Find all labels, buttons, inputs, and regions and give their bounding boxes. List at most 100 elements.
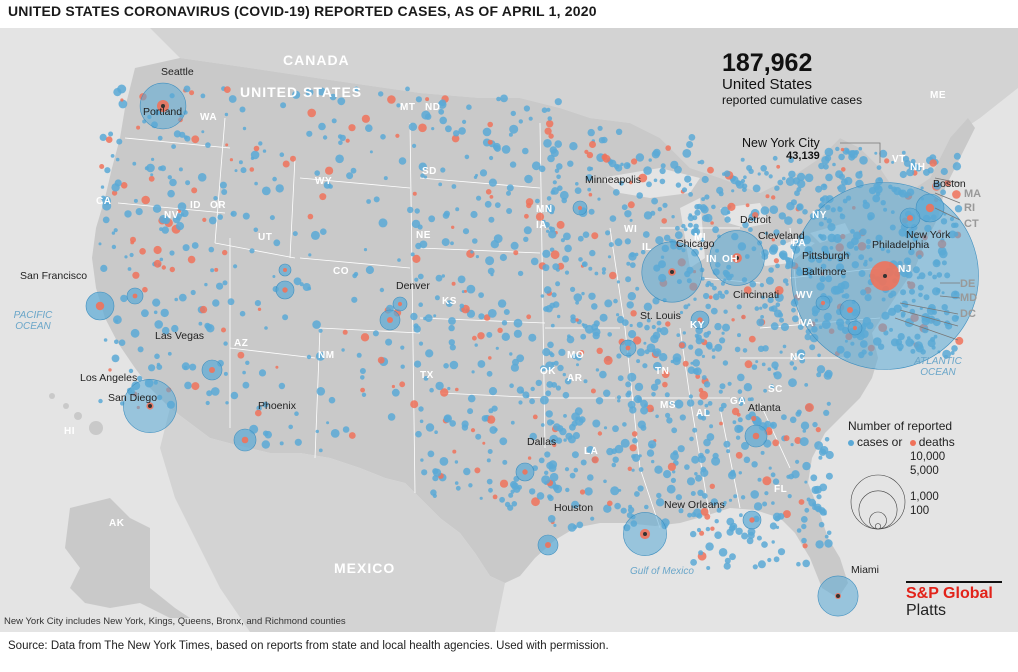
case-dot <box>454 460 459 464</box>
case-dot <box>737 333 741 338</box>
case-dot <box>682 149 692 158</box>
case-dot <box>549 434 559 444</box>
case-dot <box>697 399 704 406</box>
death-dot <box>499 479 509 488</box>
case-dot <box>757 477 762 482</box>
case-dot <box>703 331 710 338</box>
city-deaths-bubble <box>522 469 528 475</box>
case-dot <box>682 331 686 335</box>
case-dot <box>694 472 698 476</box>
case-dot <box>227 298 235 306</box>
case-dot <box>589 249 596 257</box>
case-dot <box>414 208 420 214</box>
case-dot <box>137 346 144 353</box>
death-dot <box>678 342 685 349</box>
death-dot <box>470 428 476 433</box>
case-dot <box>308 253 312 257</box>
case-dot <box>385 338 393 346</box>
case-dot <box>369 150 373 154</box>
death-dot <box>609 271 617 280</box>
city-los-angeles: Los Angeles <box>80 372 138 384</box>
death-dot <box>579 350 585 355</box>
city-boston: Boston <box>933 178 966 190</box>
case-dot <box>662 202 668 208</box>
case-dot <box>738 471 742 475</box>
case-dot <box>929 154 937 161</box>
case-dot <box>906 168 915 177</box>
case-dot <box>398 157 407 165</box>
case-dot <box>732 420 737 425</box>
state-ut: UT <box>258 232 273 243</box>
case-dot <box>230 210 237 217</box>
case-dot <box>458 127 466 135</box>
death-dot <box>662 381 668 388</box>
legend-title: Number of reported <box>848 419 953 433</box>
case-dot <box>100 185 105 189</box>
death-dot <box>804 403 814 412</box>
death-dot <box>202 217 207 222</box>
case-dot <box>614 238 623 247</box>
case-dot <box>625 381 632 388</box>
case-dot <box>647 440 657 449</box>
case-dot <box>601 267 607 272</box>
city-dallas: Dallas <box>527 436 557 448</box>
case-dot <box>719 383 726 390</box>
case-dot <box>522 147 529 155</box>
case-dot <box>733 494 738 499</box>
case-dot <box>171 324 179 333</box>
case-dot <box>785 282 789 286</box>
case-dot <box>686 477 696 486</box>
death-dot <box>527 456 532 460</box>
city-deaths-bubble <box>397 301 403 307</box>
city-deaths-bubble <box>907 215 913 221</box>
case-dot <box>322 135 328 140</box>
case-dot <box>546 196 552 201</box>
leader-lines <box>840 142 961 341</box>
case-dot <box>556 174 561 180</box>
case-dot <box>608 242 614 248</box>
case-dot <box>640 424 647 431</box>
case-dot <box>522 391 530 399</box>
case-dot <box>788 378 797 388</box>
case-dot <box>261 186 271 196</box>
case-dot <box>812 421 818 428</box>
death-dot <box>840 147 845 152</box>
case-dot <box>427 450 435 458</box>
case-dot <box>412 143 417 148</box>
case-dot <box>670 160 679 169</box>
case-dot <box>612 189 620 196</box>
case-dot <box>499 437 508 446</box>
case-dot <box>694 333 700 338</box>
case-dot <box>643 211 653 220</box>
case-dot <box>190 289 196 296</box>
case-dot <box>575 182 579 186</box>
case-dot <box>612 425 619 433</box>
state-nj: NJ <box>898 264 912 275</box>
case-dot <box>588 292 596 300</box>
case-dot <box>239 310 246 317</box>
case-dot <box>578 257 583 262</box>
case-dot <box>253 227 259 233</box>
case-dot <box>711 348 716 352</box>
case-dot <box>643 166 652 175</box>
case-dot <box>171 144 177 149</box>
case-dot <box>540 395 549 405</box>
case-dot <box>774 366 778 371</box>
case-dot <box>472 238 478 244</box>
death-dot <box>699 390 709 400</box>
case-dot <box>363 248 368 252</box>
case-dot <box>423 175 428 179</box>
case-dot <box>756 535 762 541</box>
case-dot <box>824 155 832 162</box>
case-dot <box>741 183 748 189</box>
state-or: OR <box>210 200 226 211</box>
case-dot <box>383 176 388 181</box>
case-dot <box>743 383 753 392</box>
case-dot <box>470 210 478 219</box>
state-ks: KS <box>442 296 457 307</box>
case-dot <box>120 294 128 303</box>
case-dot <box>760 165 767 172</box>
case-dot <box>754 306 760 311</box>
case-dot <box>597 197 601 201</box>
death-dot <box>629 180 633 185</box>
